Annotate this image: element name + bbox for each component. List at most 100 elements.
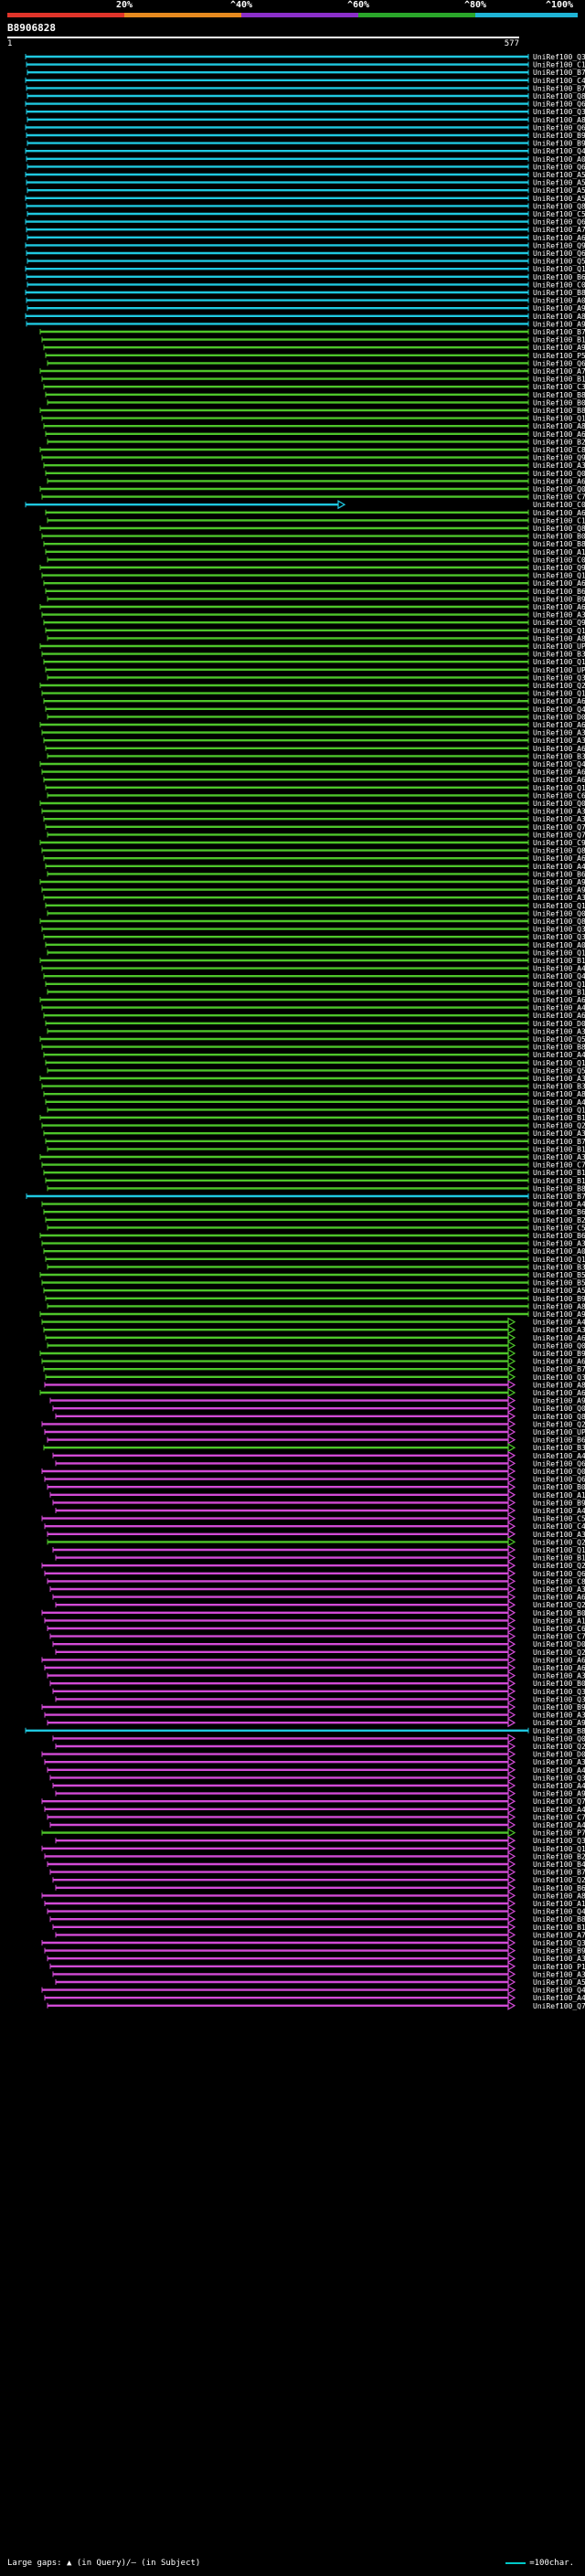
hit-label[interactable]: UniRef100_A3SAM4 [533,1585,585,1594]
hit-label[interactable]: UniRef100_A1VZG2 [533,1900,585,1908]
hit-label[interactable]: UniRef100_A9HFP0 [533,1790,585,1798]
hit-label[interactable]: UniRef100_B0U9M2 [533,1680,585,1688]
hit-label[interactable]: UniRef100_A4G722 [533,1806,585,1814]
hit-label[interactable]: UniRef100_B1FV51 [533,1169,585,1177]
hit-label[interactable]: UniRef100_A4YY15 [533,1201,585,1209]
hit-label[interactable]: UniRef100_A6T096 [533,1334,585,1342]
hit-label[interactable]: UniRef100_Q1GDZ5 [533,1059,585,1067]
hit-label[interactable]: UniRef100_Q7MXX2 [533,2002,585,2010]
hit-label[interactable]: UniRef100_B7KP94 [533,1138,585,1146]
hit-label[interactable]: UniRef100_B9Q258 [533,1350,585,1358]
hit-label[interactable]: UniRef100_B1Z1X4 [533,1145,585,1153]
hit-label[interactable]: UniRef100_A6UPY9 [533,430,585,439]
hit-label[interactable]: UniRef100_B0U9L9 [533,533,585,541]
hit-label[interactable]: UniRef100_A3WUJ8 [533,729,585,737]
hit-label[interactable]: UniRef100_Q0F3L0 [533,1341,585,1350]
hit-label[interactable]: UniRef100_B6T171 [533,273,585,281]
hit-label[interactable]: UniRef100_B5K4U3 [533,1271,585,1279]
hit-label[interactable]: UniRef100_B9H822 [533,132,585,140]
hit-label[interactable]: UniRef100_Q89MU8 [533,525,585,533]
hit-label[interactable]: UniRef100_A6SV29 [533,697,585,705]
hit-label[interactable]: UniRef100_Q6ZF16 [533,249,585,258]
hit-label[interactable]: UniRef100_A3W4Y7 [533,808,585,816]
hit-label[interactable]: UniRef100_Q2NZQ8 [533,1122,585,1130]
hit-label[interactable]: UniRef100_A6FX07 [533,603,585,611]
hit-label[interactable]: UniRef100_B1LB34 [533,1177,585,1185]
hit-label[interactable]: UniRef100_C8W036 [533,1577,585,1585]
hit-label[interactable]: UniRef100_Q2JKM4 [533,1562,585,1570]
hit-label[interactable]: UniRef100_Q0S374 [533,485,585,493]
hit-label[interactable]: UniRef100_A4EE10 [533,1821,585,1829]
hit-label[interactable]: UniRef100_UPI000... [533,666,585,674]
hit-label[interactable]: UniRef100_B2IF15 [533,1216,585,1224]
hit-label[interactable]: UniRef100_A9G254 [533,1310,585,1319]
hit-label[interactable]: UniRef100_A9IGR5 [533,878,585,886]
hit-label[interactable]: UniRef100_A9EAD9 [533,1719,585,1727]
hit-label[interactable]: UniRef100_Q1Z8G3 [533,902,585,910]
hit-label[interactable]: UniRef100_B1Y8F9 [533,957,585,965]
hit-label[interactable]: UniRef100_Q2JU65 [533,1648,585,1657]
hit-label[interactable]: UniRef100_Q2G7K1 [533,1743,585,1751]
hit-label[interactable]: UniRef100_A3JI81 [533,1153,585,1161]
hit-label[interactable]: UniRef100_A8UFZ0 [533,422,585,430]
hit-label[interactable]: UniRef100_Q1YDV9 [533,415,585,423]
hit-label[interactable]: UniRef100_A7PQY0 [533,226,585,234]
hit-label[interactable]: UniRef100_Q3SPX4 [533,673,585,682]
hit-label[interactable]: UniRef100_P16421 [533,1963,585,1971]
hit-label[interactable]: UniRef100_A0PJS1 [533,155,585,164]
hit-label[interactable]: UniRef100_A0P3D1 [533,1247,585,1256]
hit-label[interactable]: UniRef100_A3W845 [533,1531,585,1539]
hit-label[interactable]: UniRef100_A6FUT2 [533,769,585,777]
hit-label[interactable]: UniRef100_B1UZF9 [533,1554,585,1563]
hit-label[interactable]: UniRef100_Q0K213 [533,909,585,917]
hit-label[interactable]: UniRef100_C7QPE5 [533,1633,585,1641]
hit-label[interactable]: UniRef100_B3TIG2 [533,651,585,659]
hit-label[interactable]: UniRef100_B6B8Y5 [533,1436,585,1445]
hit-label[interactable]: UniRef100_B8IX67 [533,391,585,399]
hit-label[interactable]: UniRef100_A6UNV0 [533,579,585,588]
hit-label[interactable]: UniRef100_C7DXP5 [533,1161,585,1170]
hit-label[interactable]: UniRef100_Q169H2 [533,1845,585,1853]
hit-label[interactable]: UniRef100_A7ZGR7 [533,367,585,376]
hit-label[interactable]: UniRef100_A3WAR5 [533,815,585,823]
hit-label[interactable]: UniRef100_A6E2U1 [533,1594,585,1602]
hit-label[interactable]: UniRef100_Q13SE3 [533,1106,585,1114]
hit-label[interactable]: UniRef100_A6P8S4 [533,509,585,517]
hit-label[interactable]: UniRef100_B9GIG2 [533,140,585,148]
hit-label[interactable]: UniRef100_Q2RY70 [533,1876,585,1884]
hit-label[interactable]: UniRef100_C5YJ49 [533,210,585,218]
hit-label[interactable]: UniRef100_A5FY98 [533,1287,585,1295]
hit-label[interactable]: UniRef100_Q8VYN9 [533,92,585,101]
hit-label[interactable]: UniRef100_C0PP00 [533,281,585,289]
hit-label[interactable]: UniRef100_C4T822 [533,77,585,85]
hit-label[interactable]: UniRef100_A3SJ95 [533,1129,585,1138]
hit-label[interactable]: UniRef100_Q7W347 [533,831,585,839]
hit-label[interactable]: UniRef100_Q3SY05 [533,1373,585,1382]
hit-label[interactable]: UniRef100_Q3S459 [533,53,585,61]
hit-label[interactable]: UniRef100_Q1K018 [533,1256,585,1264]
hit-label[interactable]: UniRef100_B7FJC4 [533,1193,585,1201]
hit-label[interactable]: UniRef100_A5UPZ1 [533,1978,585,1987]
hit-label[interactable]: UniRef100_A9S9Y4 [533,320,585,328]
hit-label[interactable]: UniRef100_A4EF30 [533,1098,585,1107]
hit-label[interactable]: UniRef100_D0DEB2 [533,1020,585,1028]
hit-label[interactable]: UniRef100_B1YXZ6 [533,1114,585,1122]
hit-label[interactable]: UniRef100_Q1Q035 [533,784,585,792]
hit-label[interactable]: UniRef100_Q6N8N9 [533,1476,585,1484]
hit-label[interactable]: UniRef100_A6EX57 [533,1389,585,1397]
hit-label[interactable]: UniRef100_Q7UW59 [533,1797,585,1806]
hit-label[interactable]: UniRef100_Q0NM56 [533,470,585,478]
hit-label[interactable]: UniRef100_Q6SF36 [533,1570,585,1578]
hit-label[interactable]: UniRef100_C0ZLW6 [533,556,585,564]
hit-label[interactable]: UniRef100_A3VA88 [533,1955,585,1963]
hit-label[interactable]: UniRef100_A3W871 [533,1240,585,1248]
hit-label[interactable]: UniRef100_A4S8P1 [533,1051,585,1059]
hit-label[interactable]: UniRef100_A3YHZ3 [533,894,585,902]
hit-label[interactable]: UniRef100_C5CW04 [533,1515,585,1523]
hit-label[interactable]: UniRef100_Q1LB17 [533,572,585,580]
hit-label[interactable]: UniRef100_C6QEA0 [533,791,585,800]
hit-label[interactable]: UniRef100_D0CPF6 [533,1751,585,1759]
hit-label[interactable]: UniRef100_D0DBV1 [533,713,585,721]
hit-label[interactable]: UniRef100_A4YY16 [533,965,585,973]
hit-label[interactable]: UniRef100_Q39X11 [533,933,585,941]
